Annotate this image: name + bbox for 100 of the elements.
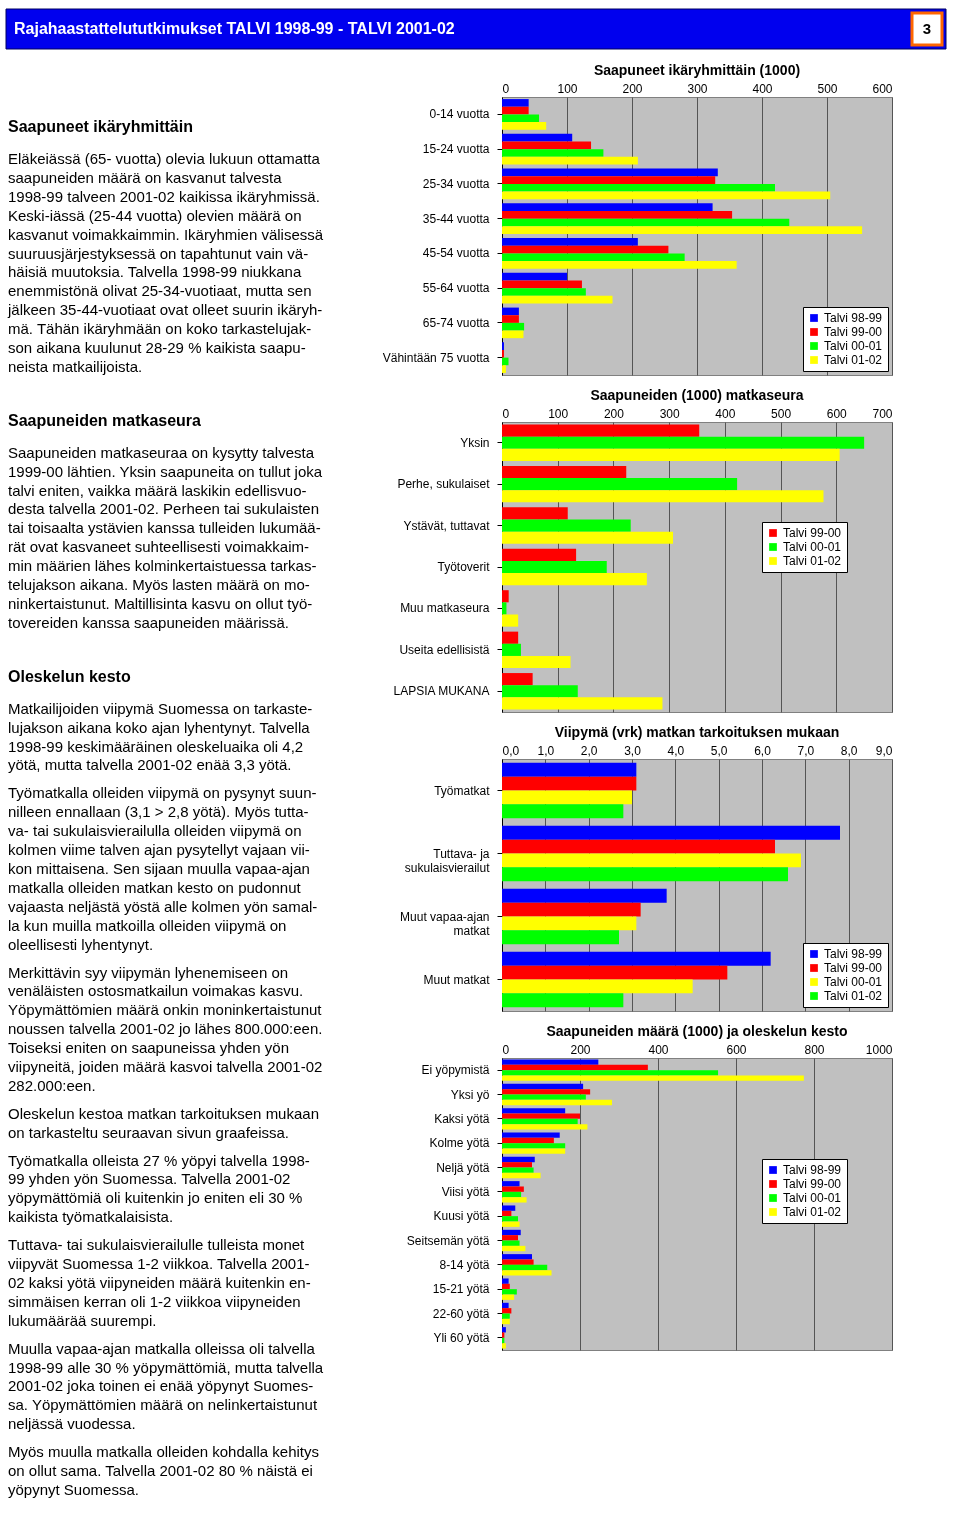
bar (502, 238, 638, 246)
text: Muulla vapaa-ajan matkalla olleissa oli talvella 1998-99 alle 30 % yöpymättömiä, mutta talvella 2001-02 joka toinen ei enää yöpynyt Suomes- sa. Yöpymättömien määrä on nelinkertaistunut neljässä vuodessa. (8, 1339, 324, 1433)
bar (502, 965, 728, 980)
bar (502, 322, 525, 331)
bar (502, 168, 718, 177)
bar (502, 1270, 552, 1276)
x-tick-label: 1000 (865, 1042, 893, 1057)
y-tick-label: Muut vapaa-ajan matkat (400, 909, 491, 938)
bar (502, 1118, 578, 1125)
y-tick-label: Vähintään 75 vuotta (382, 350, 490, 365)
bar (502, 1289, 517, 1295)
x-tick-label: 4,0 (667, 743, 685, 758)
y-tick-label: Seitsemän yötä (406, 1233, 490, 1248)
bar (502, 531, 674, 544)
bar (502, 867, 788, 882)
bar (502, 272, 567, 281)
legend-label: Talvi 00-01 (824, 975, 883, 989)
text: Matkailijoiden viipymä Suomessa on tarkaste- lujakson aikana koko ajan lyhentynyt. Talvella 1998-99 keskimääräinen oleskeluaika oli 4,2 yötä, mutta talvella 2001-02 enää 3,3 yötä. (8, 699, 313, 774)
bar (502, 478, 738, 491)
y-tick-label: 25-34 vuotta (422, 176, 490, 191)
bar (502, 839, 775, 854)
legend-label: Talvi 01-02 (824, 353, 883, 367)
bar (502, 685, 578, 698)
y-tick-label: Kolme yötä (429, 1136, 490, 1151)
bar (502, 655, 571, 669)
y-tick-label: 35-44 vuotta (422, 211, 490, 226)
bar (502, 573, 647, 586)
bar (502, 1313, 510, 1319)
bar (502, 643, 521, 656)
bar (502, 560, 607, 574)
x-tick-label: 400 (715, 406, 736, 421)
x-tick-label: 600 (726, 1042, 747, 1057)
bar (502, 106, 529, 115)
legend-label: Talvi 00-01 (824, 339, 883, 353)
bar (502, 1221, 520, 1227)
bar (502, 1343, 506, 1349)
bar (502, 1070, 719, 1076)
y-tick-label: Yksi yö (450, 1087, 490, 1102)
bar (502, 1132, 560, 1138)
y-tick-label: Neljä yötä (436, 1160, 490, 1175)
bar (502, 930, 619, 945)
bar (502, 133, 573, 142)
legend-label: Talvi 99-00 (824, 325, 883, 339)
x-tick-label: 2,0 (580, 743, 598, 758)
legend-label: Talvi 99-00 (824, 961, 883, 975)
bar (502, 191, 831, 200)
bar (502, 1113, 580, 1119)
bar (502, 1278, 509, 1284)
bar (502, 141, 592, 150)
legend-label: Talvi 01-02 (824, 989, 883, 1003)
x-tick-label: 800 (804, 1042, 825, 1057)
bar (502, 673, 533, 686)
bar (502, 1124, 588, 1130)
y-tick-label: Työmatkat (434, 783, 491, 798)
bar (502, 1186, 524, 1192)
bar (502, 1327, 506, 1333)
y-tick-label: Perhe, sukulaiset (397, 477, 491, 492)
bar (502, 330, 524, 339)
legend-label: Talvi 00-01 (783, 1191, 842, 1205)
bar (502, 548, 577, 561)
bar (502, 631, 519, 644)
chart-title: Viipymä (vrk) matkan tarkoituksen mukaan (554, 724, 840, 740)
bar (502, 261, 737, 269)
x-tick-label: 200 (603, 406, 625, 421)
bar (502, 519, 631, 532)
bar (502, 1318, 510, 1325)
x-tick-label: 8,0 (840, 743, 858, 758)
bar (502, 697, 663, 710)
x-tick-label: 600 (872, 81, 893, 96)
x-tick-label: 200 (570, 1042, 591, 1057)
text: Eläkeiässä (65- vuotta) olevia lukuun ottamatta saapuneiden määrä on kasvanut talvesta 1998-99 talveen 2001-02 kaikissa ikäryhmissä. Keski-iässä (25-44 vuotta) olevien määrä on kasvanut voimakkaimmin. Ikäryhmien välisessä suuruusjärjestyksessä on tapahtunut vain vä- häisiä muutoksia. Talvella 1998-99 niukkana enemmistönä olivat 25-34-vuotiaat, mutta sen jälkeen 35-44-vuotiaat ovat olleet suurin ikäryh- mä. Tähän ikäryhmään on koko tarkastelujak- son aikana kuulunut 28-29 % kaikista saapu- neista matkailijoista. (8, 150, 324, 375)
text: 3 (922, 20, 932, 37)
x-tick-label: 400 (648, 1042, 669, 1057)
x-tick-label: 0 (502, 1042, 510, 1057)
bar (502, 602, 507, 615)
x-tick-label: 500 (817, 81, 838, 96)
bar (502, 1083, 584, 1090)
bar (502, 448, 840, 461)
y-tick-label: Viisi yötä (441, 1184, 490, 1199)
bar (502, 357, 509, 366)
bar (502, 156, 638, 165)
bar (502, 210, 733, 219)
bar (502, 315, 519, 323)
bar (502, 424, 700, 437)
x-tick-label: 3,0 (624, 743, 642, 758)
bar (502, 114, 540, 123)
bar (502, 1302, 509, 1309)
y-tick-label: 0-14 vuotta (429, 107, 490, 122)
bar (502, 1283, 510, 1290)
x-tick-label: 100 (548, 406, 569, 421)
x-tick-label: 100 (557, 81, 578, 96)
bar (502, 916, 637, 931)
x-tick-label: 200 (622, 81, 643, 96)
bar (502, 465, 627, 479)
text: Saapuneiden matkaseuraa on kysytty talvesta 1999-00 lähtien. Yksin saapuneita on tullut joka talvi eniten, vaikka määrä laskikin edellisvuo- desta talvella 2001-02. Perheen tai sukulaisten tai toisaalta ystävien kanssa tulleiden lukumää- rät ovat kasvaneet suhteellisesti voimakkaim- min määrien lähes kolminkertaistuessa tarkas- telujakson aikana. Myös lasten määrä on mo- ninkertaistunut. Maltillisinta kasvu on ollut työ- tovereiden kanssa saapuneiden määrissä. (8, 443, 323, 631)
bar (502, 1240, 520, 1246)
bar (502, 307, 519, 316)
text: Oleskelun kesto (8, 667, 131, 685)
bar (502, 790, 632, 805)
bar (502, 176, 716, 184)
